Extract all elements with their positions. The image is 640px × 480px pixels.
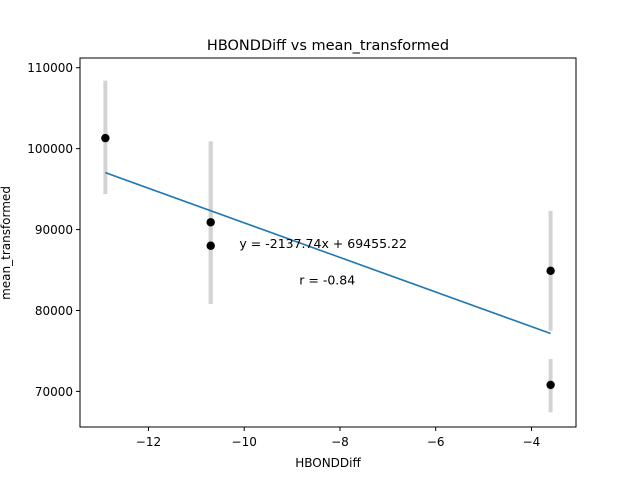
data-point-3 xyxy=(546,266,555,276)
y-tick-label-0: 70000 xyxy=(35,385,73,399)
y-axis-label: mean_transformed xyxy=(0,186,13,300)
data-point-0 xyxy=(101,133,110,143)
x-tick-label-1: −10 xyxy=(232,435,257,449)
y-tick-label-1: 80000 xyxy=(35,304,73,318)
x-axis-label: HBONDDiff xyxy=(295,456,361,470)
data-point-4 xyxy=(546,380,555,390)
x-axis-ticks: −12 −10 −8 −6 −4 xyxy=(136,427,541,449)
chart-title: HBONDDiff vs mean_transformed xyxy=(207,38,449,54)
x-tick-label-2: −8 xyxy=(331,435,349,449)
plot-area: y = -2137.74x + 69455.22 r = -0.84 xyxy=(101,80,555,413)
x-tick-label-0: −12 xyxy=(136,435,161,449)
data-point-2 xyxy=(206,241,215,250)
x-tick-label-4: −4 xyxy=(523,435,541,449)
y-tick-label-3: 100000 xyxy=(27,142,73,156)
fit-line xyxy=(105,171,551,335)
y-tick-label-2: 90000 xyxy=(35,223,73,237)
x-tick-label-3: −6 xyxy=(427,435,445,449)
y-axis-ticks: 70000 80000 90000 100000 110000 xyxy=(27,61,80,399)
annotation-1: r = -0.84 xyxy=(299,273,355,288)
plot-frame xyxy=(79,57,577,428)
data-point-1 xyxy=(206,218,215,227)
y-tick-label-4: 110000 xyxy=(27,61,73,75)
annotation-0: y = -2137.74x + 69455.22 xyxy=(239,236,406,251)
